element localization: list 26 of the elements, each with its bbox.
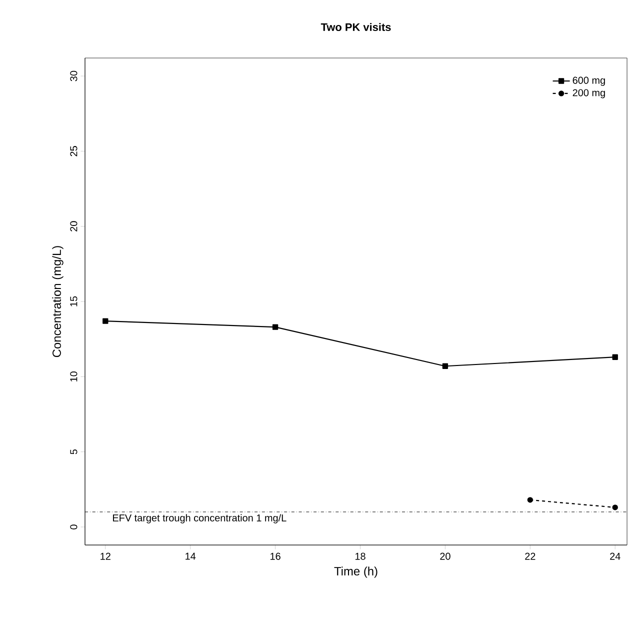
- x-tick-label: 24: [610, 552, 620, 560]
- point: [612, 354, 618, 360]
- x-tick-label: 18: [355, 552, 366, 560]
- point: [102, 318, 108, 324]
- x-tick-label: 14: [186, 552, 196, 560]
- point: [612, 504, 618, 510]
- x-tick-label: 22: [525, 552, 536, 560]
- y-axis-title: Concentration (mg/L): [52, 246, 64, 358]
- ref-line-label: EFV target trough concentration 1 mg/L: [113, 514, 286, 524]
- x-tick-label: 20: [440, 552, 450, 560]
- y-tick-label: 25: [70, 146, 78, 156]
- x-tick-label: 16: [270, 552, 280, 560]
- legend-label: 600 mg: [572, 76, 605, 86]
- legend-label: 200 mg: [572, 89, 605, 98]
- x-tick-label: 12: [100, 552, 110, 560]
- point: [527, 497, 534, 503]
- chart-title: Two PK visits: [320, 22, 391, 32]
- y-tick-label: 15: [70, 296, 78, 306]
- y-tick-label: 20: [70, 221, 78, 232]
- point: [272, 324, 278, 330]
- x-axis-title: Time (h): [334, 566, 378, 578]
- y-tick-label: 10: [70, 371, 78, 382]
- y-tick-label: 30: [70, 70, 78, 82]
- point: [442, 363, 448, 369]
- y-tick-label: 5: [70, 449, 78, 454]
- y-tick-label: 0: [70, 524, 78, 530]
